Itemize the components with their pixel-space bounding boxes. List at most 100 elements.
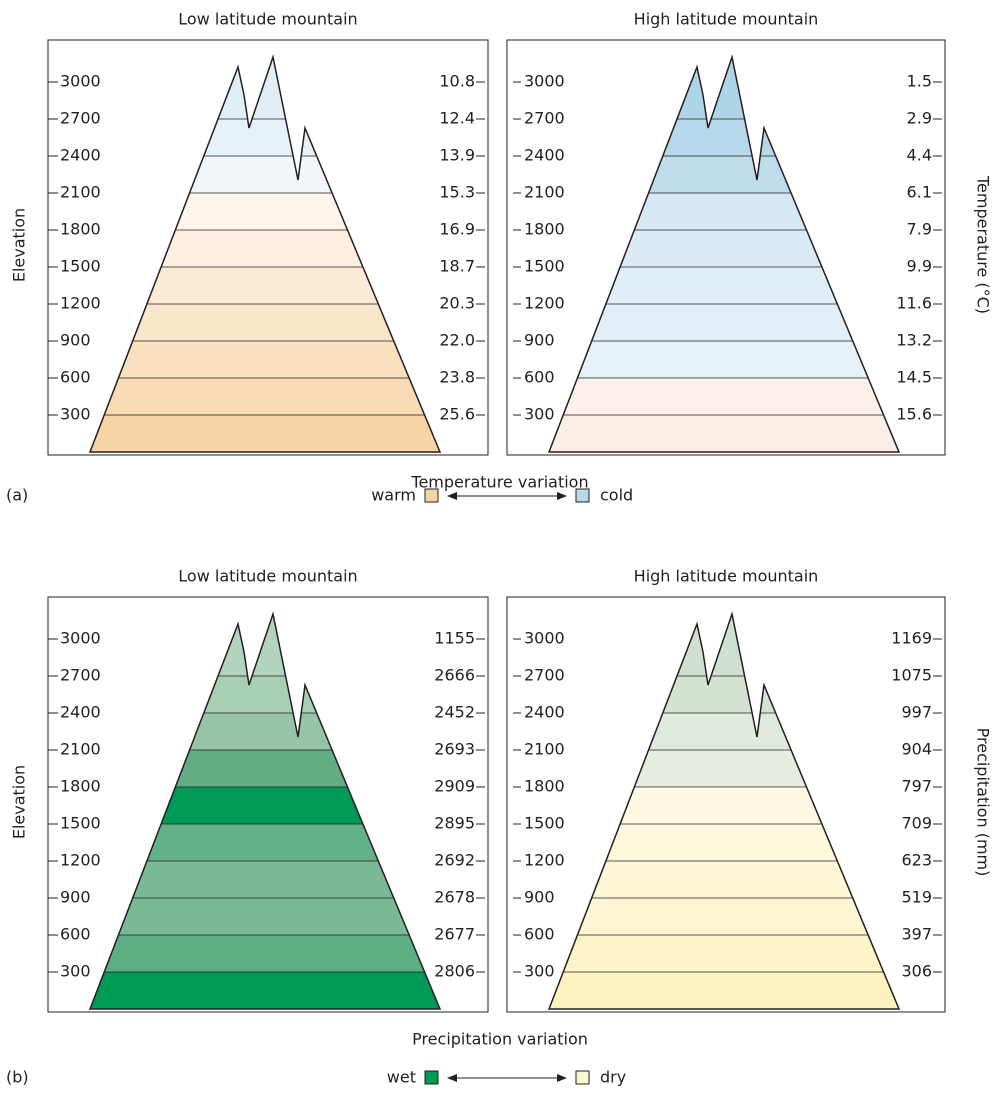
elevation-band (507, 119, 945, 156)
elevation-label: 1200 (60, 851, 101, 870)
elevation-label: 1200 (524, 294, 565, 313)
value-label: 16.9 (439, 220, 475, 239)
elevation-band (507, 713, 945, 750)
elevation-label: 2700 (60, 109, 101, 128)
elevation-label: 1800 (524, 777, 565, 796)
panel-title: High latitude mountain (634, 10, 819, 29)
value-label: 20.3 (439, 294, 475, 313)
elevation-band (507, 156, 945, 193)
elevation-band (48, 415, 488, 452)
elevation-band (507, 378, 945, 415)
elevation-band (507, 267, 945, 304)
elevation-label: 1200 (524, 851, 565, 870)
elevation-label: 300 (60, 962, 91, 981)
elevation-label: 300 (60, 405, 91, 424)
elevation-band (48, 972, 488, 1009)
value-label: 22.0 (439, 331, 475, 350)
legend-swatch (576, 489, 589, 502)
elevation-label: 1800 (524, 220, 565, 239)
value-label: 15.6 (896, 405, 932, 424)
elevation-label: 3000 (524, 72, 565, 91)
right-axis-label: Temperature (°C) (974, 175, 993, 314)
legend-right: cold (600, 486, 633, 505)
value-label: 997 (901, 703, 932, 722)
value-label: 9.9 (907, 257, 932, 276)
elevation-label: 2400 (60, 703, 101, 722)
elevation-band (48, 119, 488, 156)
value-label: 23.8 (439, 368, 475, 387)
elevation-label: 2400 (524, 146, 565, 165)
elevation-label: 2700 (524, 666, 565, 685)
elevation-band (48, 676, 488, 713)
value-label: 623 (901, 851, 932, 870)
elevation-band (48, 341, 488, 378)
legend-swatch (576, 1071, 589, 1084)
elevation-band (48, 304, 488, 341)
elevation-label: 2100 (524, 183, 565, 202)
elevation-band (507, 935, 945, 972)
value-label: 13.9 (439, 146, 475, 165)
value-label: 709 (901, 814, 932, 833)
elevation-band (507, 341, 945, 378)
elevation-band (507, 230, 945, 267)
elevation-band (507, 972, 945, 1009)
value-label: 397 (901, 925, 932, 944)
legend-swatch (425, 1071, 438, 1084)
value-label: 10.8 (439, 72, 475, 91)
elevation-label: 3000 (60, 72, 101, 91)
value-label: 7.9 (907, 220, 932, 239)
value-label: 13.2 (896, 331, 932, 350)
elevation-band (48, 750, 488, 787)
elevation-label: 900 (524, 888, 555, 907)
value-label: 1.5 (907, 72, 932, 91)
elevation-label: 1500 (60, 814, 101, 833)
elevation-label: 2100 (60, 183, 101, 202)
elevation-label: 900 (60, 331, 91, 350)
elevation-label: 2400 (60, 146, 101, 165)
elevation-label: 3000 (60, 629, 101, 648)
value-label: 14.5 (896, 368, 932, 387)
elevation-band (48, 267, 488, 304)
value-label: 2.9 (907, 109, 932, 128)
elevation-band (48, 156, 488, 193)
elevation-label: 600 (524, 925, 555, 944)
value-label: 1155 (434, 629, 475, 648)
value-label: 2692 (434, 851, 475, 870)
elevation-label: 2700 (524, 109, 565, 128)
elevation-band (507, 676, 945, 713)
value-label: 519 (901, 888, 932, 907)
value-label: 15.3 (439, 183, 475, 202)
panel-title: Low latitude mountain (178, 10, 357, 29)
elevation-band (48, 713, 488, 750)
elevation-band (48, 230, 488, 267)
elevation-band (48, 193, 488, 230)
value-label: 25.6 (439, 405, 475, 424)
value-label: 904 (901, 740, 932, 759)
elevation-band (507, 787, 945, 824)
elevation-band (507, 861, 945, 898)
elevation-band (48, 40, 488, 119)
value-label: 2452 (434, 703, 475, 722)
panel-title: Low latitude mountain (178, 567, 357, 586)
legend-right: dry (600, 1068, 626, 1087)
left-axis-label: Elevation (10, 765, 29, 839)
value-label: 2677 (434, 925, 475, 944)
value-label: 1075 (891, 666, 932, 685)
elevation-band (507, 750, 945, 787)
right-axis-label: Precipitation (mm) (974, 728, 993, 877)
value-label: 11.6 (896, 294, 932, 313)
left-axis-label: Elevation (10, 208, 29, 282)
elevation-label: 600 (524, 368, 555, 387)
elevation-label: 1800 (60, 777, 101, 796)
elevation-band (48, 597, 488, 676)
legend-swatch (425, 489, 438, 502)
value-label: 2678 (434, 888, 475, 907)
elevation-label: 600 (60, 925, 91, 944)
elevation-label: 1200 (60, 294, 101, 313)
value-label: 1169 (891, 629, 932, 648)
value-label: 18.7 (439, 257, 475, 276)
elevation-band (48, 898, 488, 935)
value-label: 2666 (434, 666, 475, 685)
panel-title: High latitude mountain (634, 567, 819, 586)
value-label: 797 (901, 777, 932, 796)
